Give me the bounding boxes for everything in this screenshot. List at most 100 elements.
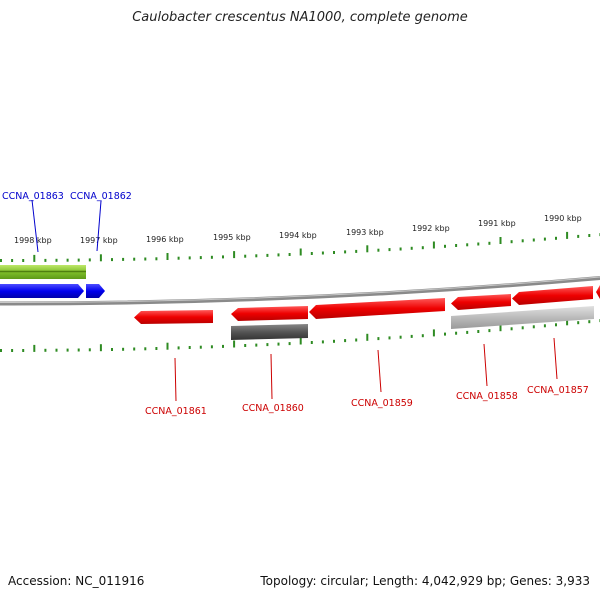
gene-label-ccna-01857[interactable]: CCNA_01857 — [527, 385, 589, 396]
scale-tick — [566, 318, 569, 326]
scale-tick — [477, 330, 480, 333]
gene-ccna-01861[interactable] — [134, 310, 213, 324]
scale-tick — [377, 337, 380, 341]
scale-tick — [310, 341, 313, 344]
scale-tick — [333, 251, 335, 254]
scale-tick — [377, 248, 380, 252]
gene-label-ccna-01860[interactable]: CCNA_01860 — [242, 403, 304, 414]
scale-tick — [233, 340, 236, 348]
scale-tick — [588, 320, 591, 324]
scale-tick — [366, 245, 369, 253]
scale-tick — [288, 342, 291, 346]
gene-label-ccna-01862[interactable]: CCNA_01862 — [70, 191, 132, 202]
scale-tick — [255, 254, 258, 258]
scale-tick — [588, 234, 591, 237]
scale-tick — [355, 338, 358, 342]
scale-tick — [155, 257, 158, 261]
gene-partial-edge[interactable] — [596, 285, 600, 299]
scale-tick — [177, 346, 180, 350]
scale-tick — [421, 334, 424, 338]
scale-tick — [210, 345, 213, 349]
scale-tick — [44, 348, 47, 352]
gene-ccna-01858[interactable] — [451, 294, 511, 310]
scale-tick — [33, 344, 36, 352]
scale-label: 1991 kbp — [478, 219, 516, 228]
scale-tick — [188, 256, 191, 260]
gene-ccna-01862[interactable] — [86, 284, 105, 298]
scale-tick — [244, 254, 247, 258]
gene-label-ccna-01858[interactable]: CCNA_01858 — [456, 391, 518, 402]
scale-tick — [99, 254, 102, 262]
scale-tick — [399, 335, 402, 339]
scale-label: 1996 kbp — [146, 235, 184, 244]
scale-tick — [444, 332, 446, 336]
accession-text: Accession: NC_011916 — [8, 574, 145, 588]
scale-tick — [532, 238, 535, 242]
scale-tick — [166, 342, 169, 350]
scale-tick — [355, 249, 358, 253]
scale-tick — [222, 255, 224, 259]
scale-tick — [88, 258, 91, 262]
scale-tick — [122, 347, 125, 351]
gene-label-ccna-01861[interactable]: CCNA_01861 — [145, 406, 207, 417]
scale-tick — [233, 251, 236, 259]
scale-tick — [144, 257, 147, 261]
scale-tick — [177, 256, 180, 260]
scale-tick — [466, 330, 469, 334]
scale-tick — [122, 257, 125, 261]
scale-tick — [566, 231, 569, 239]
scale-tick — [266, 343, 269, 347]
gene-labels-forward: CCNA_01863 CCNA_01862 — [2, 191, 132, 253]
scale-tick — [22, 259, 25, 262]
scale-label: 1990 kbp — [544, 214, 582, 223]
scale-tick — [388, 336, 391, 340]
scale-tick — [421, 246, 424, 250]
scale-tick — [543, 324, 546, 328]
scale-label: 1994 kbp — [279, 231, 317, 240]
scale-tick — [555, 323, 557, 327]
scale-tick — [333, 339, 335, 343]
scale-tick — [22, 349, 25, 352]
scale-label: 1992 kbp — [412, 224, 450, 233]
scale-tick — [410, 334, 413, 338]
scale-tick — [321, 340, 324, 344]
scale-tick — [477, 242, 480, 246]
scale-tick — [55, 258, 58, 262]
scale-tick — [244, 344, 247, 347]
scale-tick — [77, 348, 80, 352]
scale-tick — [0, 259, 2, 262]
scale-label: 1997 kbp — [80, 236, 118, 245]
scale-tick — [432, 329, 435, 337]
genome-backbone — [0, 276, 600, 306]
gene-label-ccna-01863[interactable]: CCNA_01863 — [2, 191, 64, 202]
scale-tick — [410, 246, 413, 250]
scale-tick — [0, 349, 2, 352]
scale-tick — [521, 326, 524, 330]
scale-tick — [444, 244, 446, 248]
genome-stats-text: Topology: circular; Length: 4,042,929 bp… — [260, 574, 590, 588]
scale-tick — [488, 329, 491, 333]
scale-tick — [11, 259, 14, 262]
scale-tick — [33, 254, 36, 262]
scale-tick — [11, 349, 14, 352]
scale-tick — [399, 247, 402, 251]
scale-tick — [388, 248, 391, 252]
scale-tick — [99, 344, 102, 352]
scale-label: 1993 kbp — [346, 228, 384, 237]
scale-tick — [555, 236, 557, 240]
gene-ccna-01863[interactable] — [0, 284, 84, 298]
scale-tick — [55, 348, 58, 352]
gene-ccna-01859[interactable] — [309, 298, 445, 319]
scale-tick — [455, 244, 458, 247]
scale-tick — [199, 256, 202, 260]
scale-tick — [277, 253, 280, 257]
scale-tick — [488, 241, 491, 245]
gene-label-ccna-01859[interactable]: CCNA_01859 — [351, 398, 413, 409]
scale-tick — [510, 327, 513, 331]
scale-ticks-outer — [0, 231, 600, 262]
gene-ccna-01860[interactable] — [231, 306, 308, 321]
scale-tick — [455, 331, 458, 335]
scale-tick — [133, 257, 136, 261]
gene-ccna-01857[interactable] — [512, 286, 593, 305]
scale-tick — [77, 258, 80, 262]
